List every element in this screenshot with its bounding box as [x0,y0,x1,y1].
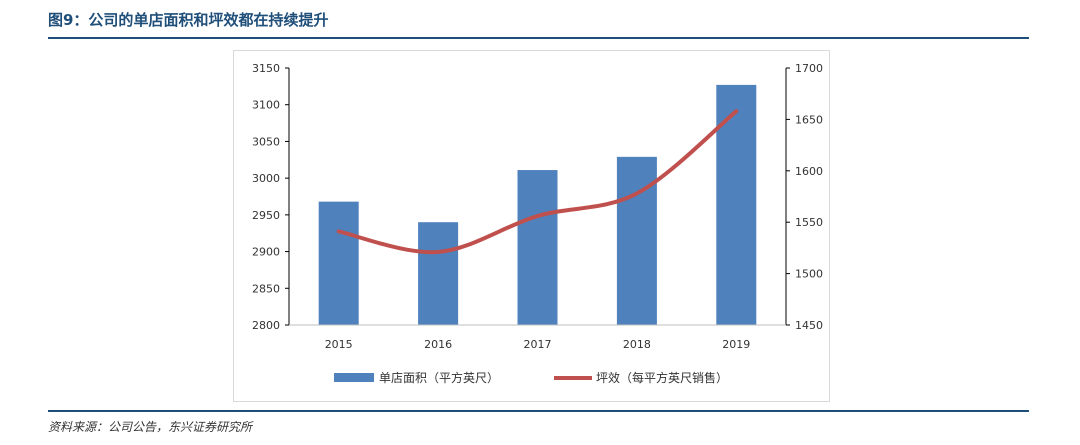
legend-label-bar: 单店面积（平方英尺） [379,370,499,385]
y-left-tick-label: 2900 [252,246,280,259]
x-tick-label: 2015 [325,338,353,351]
y-right-tick-label: 1500 [795,268,823,281]
y-left-tick-label: 2850 [252,282,280,295]
bar-2018 [616,156,657,325]
y-right-tick-label: 1550 [795,216,823,229]
title-rule [48,37,1029,39]
y-left-tick-label: 3050 [252,135,280,148]
bar-2015 [318,201,359,325]
bottom-rule [48,410,1029,412]
bar-2019 [716,84,757,325]
chart-frame: 2800 2850 2900 2950 3000 3050 3100 3150 1450 1500… [233,50,830,402]
x-tick-label: 2017 [524,338,552,351]
series-line-sales-per-sqft [336,109,739,255]
y-left-tick-label: 3000 [252,172,280,185]
y-right-tick-label: 1650 [795,113,823,126]
x-tick-label: 2016 [424,338,452,351]
y-left-tick-label: 2950 [252,209,280,222]
figure-title: 图9：公司的单店面积和坪效都在持续提升 [48,11,329,29]
y-right-tick-label: 1700 [795,62,823,75]
bar-2016 [418,222,459,325]
combo-chart: 2800 2850 2900 2950 3000 3050 3100 3150 1450 1500… [252,62,823,385]
x-tick-label: 2019 [722,338,750,351]
legend-swatch-bar [334,373,374,382]
source-note: 资料来源：公司公告，东兴证券研究所 [48,420,253,434]
legend-label-line: 坪效（每平方英尺销售） [596,370,728,385]
y-right-tick-label: 1600 [795,165,823,178]
y-left-tick-label: 3150 [252,62,280,75]
y-left-tick-label: 2800 [252,319,280,332]
y-left-tick-label: 3100 [252,99,280,112]
bar-2017 [517,170,558,325]
y-right-tick-label: 1450 [795,319,823,332]
x-tick-label: 2018 [623,338,651,351]
